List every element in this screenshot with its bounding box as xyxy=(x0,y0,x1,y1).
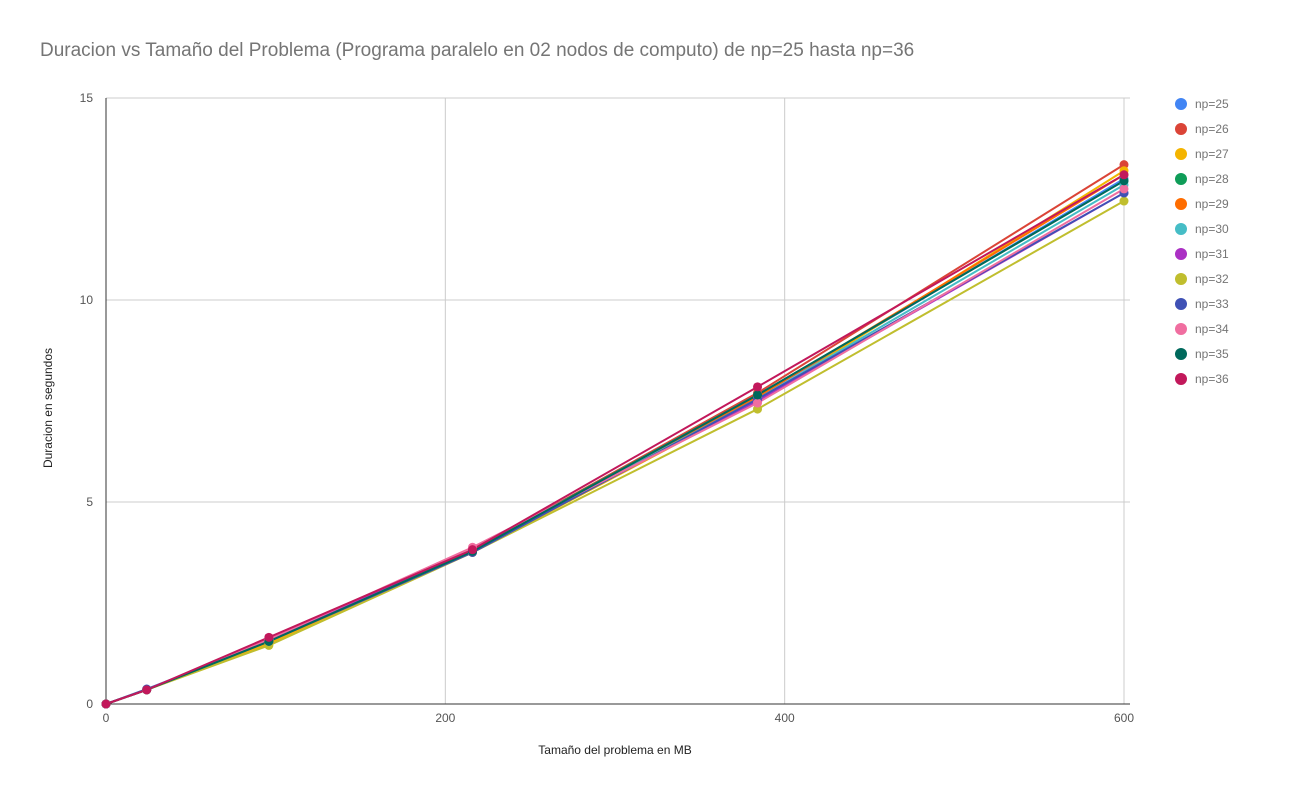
legend-label: np=26 xyxy=(1195,121,1229,136)
data-point xyxy=(101,699,111,709)
axes xyxy=(105,98,1130,705)
data-point xyxy=(1119,196,1129,206)
x-tick-label: 200 xyxy=(435,711,455,725)
series-group xyxy=(101,160,1129,709)
legend-label: np=35 xyxy=(1195,346,1229,361)
legend-swatch xyxy=(1175,347,1187,360)
data-point xyxy=(264,632,274,642)
legend-label: np=30 xyxy=(1195,221,1229,236)
y-tick-label: 0 xyxy=(86,697,93,711)
data-point xyxy=(142,685,152,695)
legend-swatch xyxy=(1175,247,1187,260)
series-line xyxy=(105,173,1125,705)
y-tick-label: 10 xyxy=(80,293,94,307)
legend-item: np=31 xyxy=(1175,241,1229,266)
legend-item: np=30 xyxy=(1175,216,1229,241)
legend-swatch xyxy=(1175,222,1187,235)
x-axis-label: Tamaño del problema en MB xyxy=(538,743,692,757)
data-point xyxy=(753,382,763,392)
data-point xyxy=(753,390,763,400)
legend-label: np=31 xyxy=(1195,246,1229,261)
data-point xyxy=(753,398,763,408)
legend-item: np=27 xyxy=(1175,141,1229,166)
legend-item: np=25 xyxy=(1175,91,1229,116)
y-tick-label: 15 xyxy=(80,91,94,105)
legend-label: np=27 xyxy=(1195,146,1229,161)
legend-swatch xyxy=(1175,197,1187,210)
legend-label: np=25 xyxy=(1195,96,1229,111)
legend: np=25 np=26 np=27 np=28 np=29 np=30 np=31 np=32… xyxy=(1175,91,1229,391)
data-point xyxy=(1119,170,1129,180)
y-tick-label: 5 xyxy=(86,495,93,509)
series-line xyxy=(105,200,1125,705)
legend-swatch xyxy=(1175,172,1187,185)
legend-item: np=36 xyxy=(1175,366,1229,391)
legend-item: np=32 xyxy=(1175,266,1229,291)
legend-label: np=36 xyxy=(1195,371,1229,386)
legend-swatch xyxy=(1175,147,1187,160)
x-tick-label: 0 xyxy=(103,711,110,725)
series-line xyxy=(105,163,1125,705)
y-axis-label: Duracion en segundos xyxy=(41,347,55,469)
data-point xyxy=(467,545,477,555)
data-point xyxy=(1119,184,1129,194)
x-tick-label: 600 xyxy=(1114,711,1134,725)
series-line xyxy=(105,173,1125,705)
legend-swatch xyxy=(1175,122,1187,135)
series-line xyxy=(105,177,1125,705)
legend-item: np=28 xyxy=(1175,166,1229,191)
legend-label: np=29 xyxy=(1195,196,1229,211)
legend-label: np=32 xyxy=(1195,271,1229,286)
legend-item: np=35 xyxy=(1175,341,1229,366)
legend-item: np=34 xyxy=(1175,316,1229,341)
chart-title: Duracion vs Tamaño del Problema (Program… xyxy=(40,40,915,61)
legend-swatch xyxy=(1175,272,1187,285)
legend-item: np=29 xyxy=(1175,191,1229,216)
legend-label: np=28 xyxy=(1195,171,1229,186)
legend-swatch xyxy=(1175,372,1187,385)
legend-item: np=33 xyxy=(1175,291,1229,316)
x-tick-label: 400 xyxy=(775,711,795,725)
tick-labels: 0 200 400 600 0 5 10 15 xyxy=(80,91,1135,725)
legend-label: np=34 xyxy=(1195,321,1229,336)
legend-label: np=33 xyxy=(1195,296,1229,311)
legend-item: np=26 xyxy=(1175,116,1229,141)
series-line xyxy=(105,169,1125,705)
legend-swatch xyxy=(1175,322,1187,335)
grid xyxy=(106,97,1130,704)
legend-swatch xyxy=(1175,297,1187,310)
legend-swatch xyxy=(1175,97,1187,110)
